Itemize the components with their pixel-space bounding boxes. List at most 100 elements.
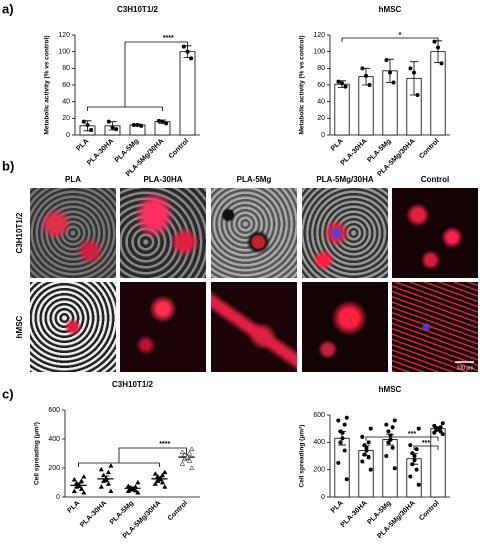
data-point [366, 455, 371, 460]
data-point [340, 436, 345, 441]
data-point [410, 451, 415, 456]
data-point [152, 481, 158, 486]
micrograph [30, 282, 116, 372]
data-point [391, 80, 396, 85]
data-point [386, 440, 391, 445]
data-point [344, 415, 349, 420]
data-point [71, 488, 77, 494]
data-point [81, 474, 87, 479]
data-point [135, 123, 140, 127]
micrograph [302, 188, 388, 278]
data-point [360, 434, 365, 439]
data-point [360, 459, 365, 464]
x-tick-label: Control [418, 500, 441, 523]
x-tick-label: Control [418, 138, 441, 161]
data-point [185, 49, 190, 54]
y-tick-label: 100 [58, 49, 70, 56]
y-tick-label: 20 [317, 115, 325, 122]
bar [334, 83, 350, 136]
row-header: C3H10T1/2 [15, 212, 24, 253]
data-point [384, 422, 389, 427]
data-point [135, 479, 141, 485]
data-point [336, 418, 341, 423]
data-point [186, 458, 193, 463]
y-tick-label: 40 [317, 99, 325, 106]
data-point [155, 474, 161, 479]
data-point [189, 56, 194, 61]
data-point [108, 463, 114, 468]
data-point [432, 430, 437, 435]
significance-bracket [365, 436, 439, 441]
data-point [114, 127, 119, 132]
y-tick-label: 20 [62, 115, 70, 122]
y-tick-label: 120 [313, 32, 325, 39]
x-tick-label: Control [168, 138, 191, 161]
data-point [364, 448, 369, 453]
y-axis-label: Metabolic activity (% vs control) [299, 36, 306, 135]
data-point [71, 476, 77, 482]
data-point [81, 119, 86, 124]
data-point [85, 123, 90, 127]
data-point [416, 482, 421, 487]
bar [358, 450, 374, 498]
significance-label: * [399, 32, 402, 39]
data-point [106, 119, 111, 124]
x-tick-label: PLA-30HA [79, 500, 108, 529]
chart-title: hMSC [379, 5, 402, 14]
chart-title: C3H10T1/2 [117, 5, 158, 14]
data-point [89, 128, 94, 132]
data-point [338, 440, 343, 445]
bar [334, 437, 350, 498]
data-point [436, 45, 440, 50]
y-tick-label: 400 [48, 436, 60, 443]
data-point [367, 83, 372, 87]
y-tick-label: 120 [58, 32, 70, 39]
panel-label: a) [2, 1, 14, 16]
data-point [390, 445, 395, 450]
micrograph [211, 188, 297, 278]
significance-label: *** [408, 431, 416, 438]
data-point [440, 432, 445, 437]
data-point [162, 484, 168, 489]
y-tick-label: 400 [313, 439, 325, 446]
y-tick-label: 40 [62, 99, 70, 106]
data-point [386, 429, 391, 434]
significance-label: **** [163, 35, 174, 42]
chart-title: C3H10T1/2 [112, 380, 153, 389]
data-point [410, 462, 415, 467]
data-point [362, 452, 367, 457]
data-point [78, 486, 85, 491]
data-point [388, 70, 392, 75]
y-tick-label: 0 [321, 494, 325, 501]
data-point [412, 454, 417, 458]
data-point [103, 475, 109, 480]
data-point [108, 488, 114, 494]
row-header: hMSC [15, 315, 24, 338]
data-point [179, 449, 185, 454]
data-point [364, 73, 368, 78]
x-tick-label: PLA [330, 500, 345, 515]
x-tick-label: PLA [66, 500, 81, 515]
x-tick-label: PLA-30HA [86, 138, 115, 167]
data-point [105, 469, 112, 475]
micrograph [392, 188, 478, 278]
data-point [414, 467, 419, 472]
data-point [81, 489, 87, 495]
data-point [432, 39, 437, 44]
data-point [343, 84, 348, 89]
data-point [432, 423, 437, 428]
data-point [439, 61, 444, 66]
data-point [338, 429, 343, 434]
data-point [336, 460, 341, 465]
bar [179, 51, 196, 136]
data-point [105, 481, 112, 486]
data-point [416, 426, 421, 431]
data-point [179, 460, 185, 466]
data-point [139, 123, 144, 128]
data-point [392, 466, 397, 471]
column-header: PLA-30HA [143, 175, 182, 184]
data-point [364, 445, 369, 450]
micrograph [211, 282, 297, 372]
y-axis-label: Cell spreading (μm²) [299, 425, 306, 488]
